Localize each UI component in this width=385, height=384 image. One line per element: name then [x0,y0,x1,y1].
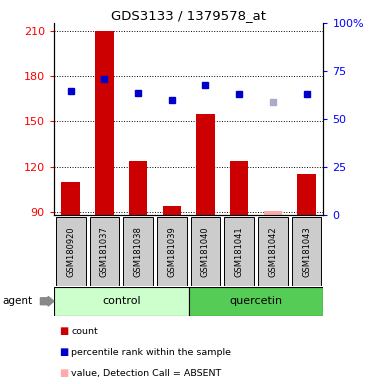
Bar [196,114,215,215]
Bar [95,31,114,215]
Title: GDS3133 / 1379578_at: GDS3133 / 1379578_at [111,9,266,22]
Text: percentile rank within the sample: percentile rank within the sample [71,348,231,357]
Bar [297,174,316,215]
Bar [264,210,282,215]
Text: GSM180920: GSM180920 [66,226,75,277]
Bar [230,161,248,215]
Text: GSM181040: GSM181040 [201,226,210,277]
Bar [189,287,323,316]
Text: ■: ■ [59,326,68,336]
Text: control: control [102,296,141,306]
Bar [258,217,288,286]
Bar [292,217,321,286]
Text: ■: ■ [59,347,68,357]
Text: GSM181038: GSM181038 [134,226,142,277]
Bar [157,217,187,286]
Text: GSM181041: GSM181041 [235,226,244,277]
Bar [129,161,147,215]
Bar [162,206,181,215]
Bar [56,217,85,286]
Text: GSM181039: GSM181039 [167,226,176,277]
Text: quercetin: quercetin [229,296,283,306]
Text: value, Detection Call = ABSENT: value, Detection Call = ABSENT [71,369,221,378]
Bar [62,182,80,215]
Bar [224,217,254,286]
Bar [123,217,153,286]
Text: GSM181042: GSM181042 [268,226,277,277]
Text: count: count [71,326,98,336]
Text: GSM181043: GSM181043 [302,226,311,277]
Text: GSM181037: GSM181037 [100,226,109,277]
Text: agent: agent [2,296,32,306]
Bar [191,217,220,286]
Bar [90,217,119,286]
Text: ■: ■ [59,368,68,378]
Bar [54,287,189,316]
